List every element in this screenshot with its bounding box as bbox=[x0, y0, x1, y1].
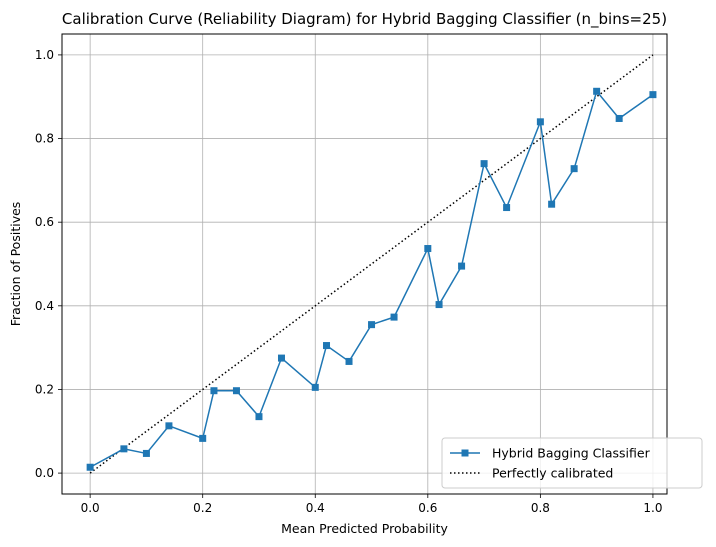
x-tick-label: 0.6 bbox=[418, 501, 437, 515]
y-tick-label: 0.4 bbox=[35, 299, 54, 313]
hybrid-bagging-point bbox=[480, 160, 488, 168]
x-tick-label: 1.0 bbox=[643, 501, 662, 515]
hybrid-bagging-point bbox=[86, 463, 94, 471]
hybrid-bagging-point bbox=[345, 357, 353, 365]
hybrid-bagging-point bbox=[199, 434, 207, 442]
chart-title: Calibration Curve (Reliability Diagram) … bbox=[62, 10, 667, 29]
series-layer bbox=[86, 87, 657, 471]
reference-line-layer bbox=[89, 54, 654, 474]
x-tick-label: 0.2 bbox=[193, 501, 212, 515]
legend-marker-hybrid-square bbox=[461, 449, 469, 457]
hybrid-bagging-point bbox=[424, 245, 432, 253]
hybrid-bagging-point bbox=[390, 313, 398, 321]
legend-box bbox=[441, 437, 703, 489]
x-tick-label: 0.4 bbox=[306, 501, 325, 515]
x-tick-label: 0.0 bbox=[81, 501, 100, 515]
x-tick-label: 0.8 bbox=[531, 501, 550, 515]
y-tick-label: 0.6 bbox=[35, 215, 54, 229]
perfectly-calibrated-line bbox=[89, 54, 654, 474]
y-axis-label: Fraction of Positives bbox=[8, 202, 23, 327]
legend: Hybrid Bagging Classifier Perfectly cali… bbox=[441, 437, 703, 489]
hybrid-bagging-point bbox=[323, 342, 331, 350]
hybrid-bagging-point bbox=[232, 387, 240, 395]
grid-layer bbox=[62, 34, 667, 494]
legend-label-perfect: Perfectly calibrated bbox=[492, 466, 613, 481]
legend-label-hybrid: Hybrid Bagging Classifier bbox=[492, 446, 651, 461]
x-axis-label: Mean Predicted Probability bbox=[281, 521, 448, 536]
hybrid-bagging-point bbox=[311, 383, 319, 391]
hybrid-bagging-point bbox=[435, 301, 443, 309]
ticks-layer: 0.0 0.2 0.4 0.6 0.8 1.0 0.0 0.2 0.4 0.6 0.8 1.0 bbox=[35, 48, 663, 515]
hybrid-bagging-point bbox=[649, 91, 657, 99]
hybrid-bagging-point bbox=[368, 321, 376, 329]
plot-frame bbox=[61, 33, 668, 495]
hybrid-bagging-point bbox=[165, 422, 173, 430]
hybrid-bagging-point bbox=[120, 445, 128, 453]
hybrid-bagging-point bbox=[255, 413, 263, 421]
y-tick-label: 0.0 bbox=[35, 466, 54, 480]
hybrid-bagging-point bbox=[458, 262, 466, 270]
hybrid-bagging-point bbox=[593, 87, 601, 95]
hybrid-bagging-point bbox=[503, 204, 511, 212]
y-tick-label: 0.8 bbox=[35, 132, 54, 146]
hybrid-bagging-point bbox=[277, 354, 285, 362]
hybrid-bagging-point bbox=[536, 118, 544, 126]
y-tick-label: 1.0 bbox=[35, 48, 54, 62]
hybrid-bagging-point bbox=[210, 387, 218, 395]
hybrid-bagging-point bbox=[548, 200, 556, 208]
hybrid-bagging-point bbox=[615, 114, 623, 122]
hybrid-bagging-point bbox=[142, 449, 150, 457]
y-tick-label: 0.2 bbox=[35, 382, 54, 396]
hybrid-bagging-point bbox=[570, 165, 578, 173]
